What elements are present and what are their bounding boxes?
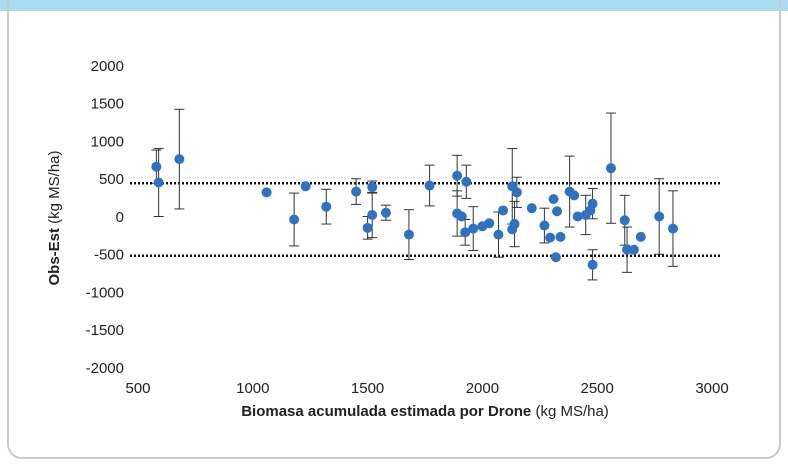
y-tick-label: 1500 [91, 96, 124, 113]
point [587, 259, 598, 270]
top-bar [0, 0, 788, 11]
point [498, 205, 509, 216]
y-tick-label: -1500 [86, 322, 124, 339]
point [569, 190, 580, 201]
y-tick-label: 1000 [91, 133, 124, 150]
point [555, 231, 566, 242]
point [153, 177, 164, 188]
y-title-bold: Obs-Est [46, 228, 63, 286]
point [456, 211, 467, 222]
point [552, 206, 563, 217]
point [484, 218, 495, 229]
point [468, 223, 479, 234]
y-tick-label: 500 [99, 171, 124, 188]
y-tick-label: -2000 [86, 360, 124, 377]
point [300, 181, 311, 192]
point [628, 244, 639, 255]
y-title-unit: (kg MS/ha) [46, 150, 63, 223]
point [654, 211, 665, 222]
point [587, 198, 598, 209]
y-axis-title: Obs-Est (kg MS/ha) [46, 150, 63, 285]
x-tick-label: 1000 [236, 380, 269, 397]
frame [7, 0, 781, 459]
point [550, 252, 561, 263]
point [452, 170, 463, 181]
x-axis-title: Biomasa acumulada estimada por Drone (kg… [241, 403, 609, 420]
point [511, 187, 522, 198]
point [461, 176, 472, 187]
point [493, 229, 504, 240]
point [367, 209, 378, 220]
y-tick-label: -1000 [86, 284, 124, 301]
x-tick-label: 3000 [695, 380, 728, 397]
point [526, 203, 537, 214]
point [507, 224, 518, 235]
point [619, 215, 630, 226]
point [548, 194, 559, 205]
point [605, 163, 616, 174]
point [174, 154, 185, 165]
point [545, 232, 556, 243]
y-tick-label: -500 [94, 247, 124, 264]
x-title-bold: Biomasa acumulada estimada por Drone [241, 403, 531, 420]
point [572, 211, 583, 222]
point [424, 180, 435, 191]
point [622, 244, 633, 255]
point [539, 220, 550, 231]
point [321, 201, 332, 212]
point [403, 229, 414, 240]
x-tick-label: 2000 [466, 380, 499, 397]
x-tick-label: 500 [125, 380, 150, 397]
point [460, 227, 471, 238]
y-tick-label: 2000 [91, 58, 124, 75]
point [289, 214, 300, 225]
y-tick-label: 0 [116, 209, 124, 226]
point [351, 186, 362, 197]
point [635, 231, 646, 242]
point [261, 187, 272, 198]
point [362, 222, 373, 233]
x-tick-label: 1500 [351, 380, 384, 397]
point [380, 207, 391, 218]
x-tick-label: 2500 [581, 380, 614, 397]
x-title-unit: (kg MS/ha) [535, 403, 608, 420]
point [367, 182, 378, 193]
point [667, 223, 678, 234]
point [151, 161, 162, 172]
